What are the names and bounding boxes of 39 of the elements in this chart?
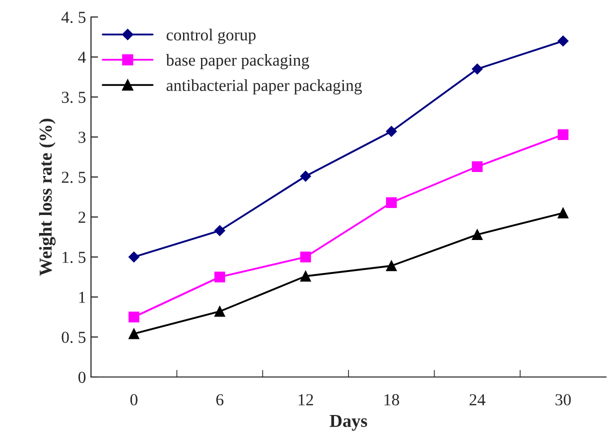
y-tick-label: 3: [78, 132, 86, 143]
y-tick-label: 1: [79, 292, 86, 303]
y-tick-label: 2. 5: [62, 172, 86, 184]
x-tick-label: 18: [384, 394, 400, 406]
point: [472, 161, 483, 172]
point: [300, 170, 312, 182]
point: [214, 306, 226, 317]
point: [558, 208, 568, 218]
point: [300, 252, 311, 262]
point: [472, 64, 483, 74]
point: [214, 225, 226, 236]
point: [300, 270, 311, 282]
point: [386, 260, 397, 272]
y-tick-label: 2: [78, 212, 86, 223]
point: [128, 328, 140, 340]
point: [558, 36, 569, 46]
y-tick-label: 0. 5: [62, 332, 86, 344]
y-tick-label: 4: [78, 52, 86, 63]
y-axis-title: Weight loss rate (%): [39, 118, 56, 276]
point: [472, 229, 483, 240]
legend-label: base paper packaging: [166, 54, 310, 70]
point: [128, 252, 140, 262]
y-tick-label: 0: [78, 372, 86, 383]
y-tick-label: 4. 5: [61, 12, 86, 24]
legend-label: control gorup: [166, 28, 256, 44]
y-tick-label: 3. 5: [62, 92, 86, 104]
x-axis-title: Days: [330, 414, 368, 431]
point: [386, 197, 397, 208]
point: [558, 129, 568, 140]
x-tick-label: 0: [130, 394, 138, 406]
point: [128, 312, 140, 322]
x-tick-label: 12: [298, 394, 313, 406]
y-tick-label: 1. 5: [62, 252, 86, 264]
point: [214, 272, 226, 282]
point: [386, 126, 397, 137]
x-tick-label: 24: [470, 394, 486, 406]
legend-label: antibacterial paper packaging: [166, 79, 362, 94]
x-tick-label: 6: [216, 394, 224, 406]
x-tick-label: 30: [556, 394, 571, 406]
